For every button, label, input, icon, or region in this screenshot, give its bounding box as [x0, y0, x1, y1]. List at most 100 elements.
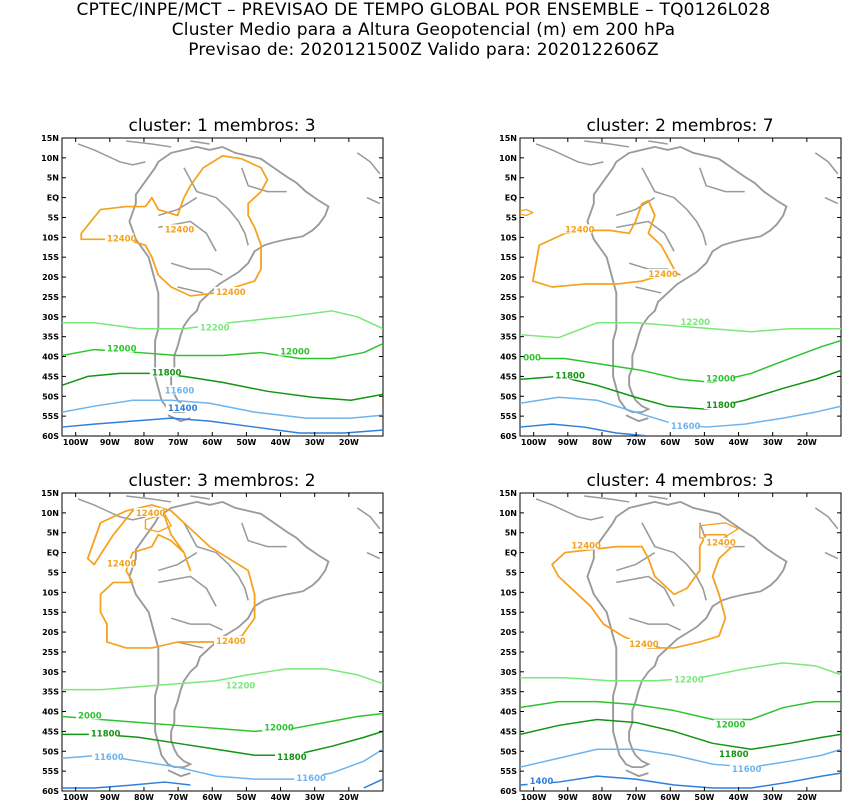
lat-label: 25S	[42, 648, 59, 657]
lon-label: 70W	[168, 793, 188, 802]
contour-label: 11600	[732, 765, 762, 775]
lat-label: EQ	[47, 549, 59, 558]
lat-label: 15N	[499, 134, 517, 143]
lat-label: 5S	[48, 568, 60, 577]
contour-label-bg	[704, 400, 734, 410]
contour-12400	[80, 155, 269, 297]
lat-label: 15S	[500, 608, 517, 617]
contour-label: 12400	[107, 560, 137, 570]
contour-label: 12000	[264, 723, 294, 733]
contour-label: 11600	[165, 386, 195, 396]
lat-label: 45S	[500, 372, 517, 381]
contour-label-bg	[668, 421, 698, 431]
lon-label: 40W	[271, 438, 291, 447]
lon-label: 100W	[521, 793, 547, 802]
lat-label: 25S	[500, 648, 517, 657]
lat-label: 55S	[500, 412, 517, 421]
figure-header: CPTEC/INPE/MCT – PREVISAO DE TEMPO GLOBA…	[0, 0, 847, 60]
lat-label: 15N	[41, 489, 59, 498]
contour-label: 12400	[648, 270, 678, 280]
lat-label: 50S	[42, 392, 59, 401]
contour-label-bg	[104, 233, 134, 243]
lon-label: 20W	[797, 793, 817, 802]
lat-label: 10S	[500, 588, 517, 597]
lat-label: 25S	[42, 293, 59, 302]
lon-label: 70W	[626, 438, 646, 447]
contour-label-bg	[729, 764, 759, 774]
contour-label: 12000	[280, 348, 310, 358]
contour-label: 11800	[277, 753, 307, 763]
contour-12400	[86, 504, 256, 649]
lat-label: 5S	[506, 213, 518, 222]
contour-label-bg	[562, 224, 592, 234]
lat-label: 45S	[42, 372, 59, 381]
contour-label-bg	[76, 710, 100, 720]
lon-label: 100W	[521, 438, 547, 447]
lat-label: 50S	[42, 747, 59, 756]
lon-label: 30W	[763, 438, 783, 447]
contour-11400	[62, 417, 383, 434]
map-panel-3: cluster: 3 membros: 2 12400 12400 12400 1220…	[41, 471, 384, 802]
lon-label: 80W	[592, 793, 612, 802]
lon-label: 60W	[202, 793, 222, 802]
contour-label-bg	[717, 749, 747, 759]
lat-label: 10S	[500, 233, 517, 242]
lat-label: EQ	[47, 194, 59, 203]
map-frame	[519, 492, 842, 792]
contour-label: 2000	[78, 712, 102, 722]
lat-label: 5N	[505, 529, 517, 538]
contour-label: 12400	[165, 225, 195, 235]
lat-label: 5S	[506, 568, 518, 577]
contour-label-bg	[133, 507, 163, 517]
lon-label: 80W	[134, 793, 154, 802]
figure-subtitle: Cluster Medio para a Altura Geopotencial…	[171, 20, 676, 40]
contour-label: 12400	[571, 542, 601, 552]
lon-label: 20W	[339, 793, 359, 802]
panel-title: cluster: 3 membros: 2	[128, 471, 315, 491]
contour-label: 12400	[629, 640, 659, 650]
contour-label-bg	[92, 752, 122, 762]
lat-label: 55S	[42, 767, 59, 776]
map-frame	[519, 137, 842, 437]
contour-11400	[62, 781, 191, 789]
lon-label: 40W	[729, 438, 749, 447]
lat-label: 55S	[500, 767, 517, 776]
contour-12000	[520, 700, 841, 721]
lon-label: 100W	[63, 793, 89, 802]
lat-label: 60S	[42, 432, 59, 441]
lon-label: 90W	[100, 793, 120, 802]
forecast-dates: Previsao de: 2020121500Z Valido para: 20…	[188, 40, 659, 60]
contour-11400	[520, 772, 841, 789]
lon-label: 50W	[694, 438, 714, 447]
lon-label: 60W	[660, 438, 680, 447]
contour-label-bg	[104, 558, 134, 568]
lat-label: 15N	[499, 489, 517, 498]
contour-label-bg	[88, 728, 118, 738]
panel-title: cluster: 4 membros: 3	[586, 471, 773, 491]
lat-label: 60S	[500, 787, 517, 796]
contour-label: 11800	[706, 401, 736, 411]
panel-title: cluster: 2 membros: 7	[586, 116, 773, 136]
contour-label: 12200	[681, 318, 711, 328]
lon-label: 50W	[236, 793, 256, 802]
contour-label-bg	[704, 537, 734, 547]
contour-label-bg	[214, 286, 244, 296]
lon-label: 90W	[558, 438, 578, 447]
lat-label: 60S	[42, 787, 59, 796]
map-panel-2: cluster: 2 membros: 7 12400 12400 12200 000 1…	[499, 116, 842, 447]
lon-label: 70W	[626, 793, 646, 802]
lat-label: 5N	[47, 174, 59, 183]
contour-label-bg	[527, 776, 552, 786]
contour-label: 12000	[716, 720, 746, 730]
lon-label: 50W	[236, 438, 256, 447]
lat-label: 55S	[42, 412, 59, 421]
contour-label: 12400	[565, 225, 595, 235]
contour-label-bg	[521, 352, 540, 362]
lon-label: 40W	[729, 793, 749, 802]
contour-12200	[62, 668, 383, 691]
contour-12400	[551, 533, 733, 649]
lon-label: 70W	[168, 438, 188, 447]
contour-label: 12200	[200, 324, 230, 334]
lon-label: 90W	[100, 438, 120, 447]
contour-label: 12400	[107, 234, 137, 244]
